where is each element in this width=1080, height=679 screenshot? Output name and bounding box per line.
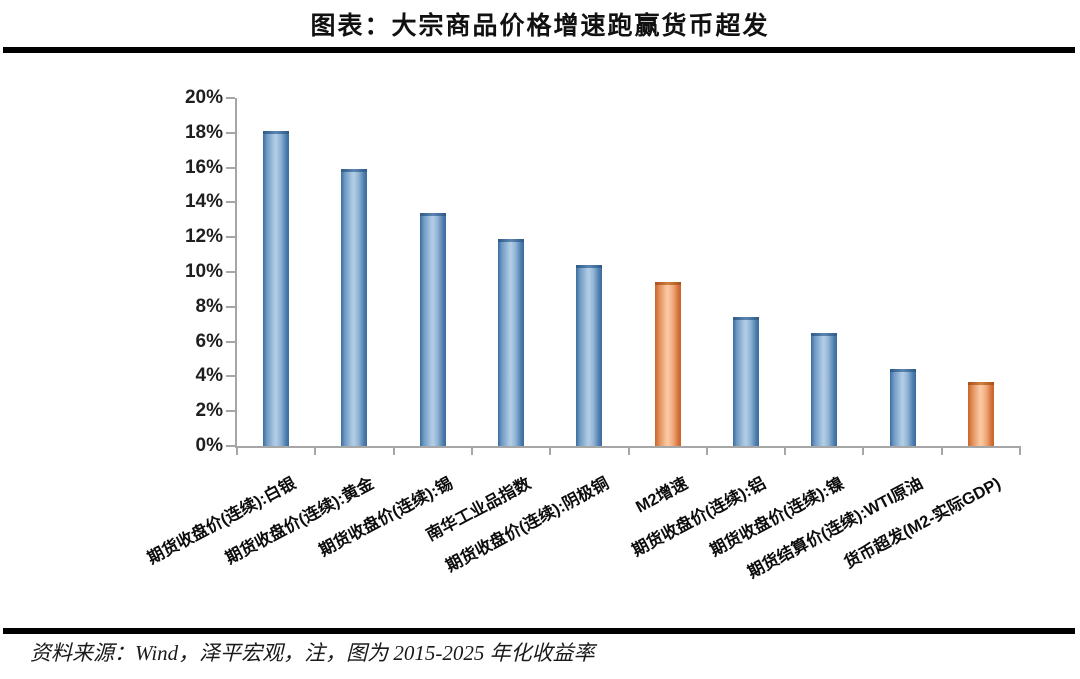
- x-axis-tick: [627, 446, 630, 455]
- y-axis-tick: [226, 236, 235, 239]
- y-axis-tick-label: 20%: [184, 87, 223, 108]
- x-axis-tick: [784, 446, 787, 455]
- y-axis-tick-label: 14%: [184, 191, 223, 213]
- x-axis-tick: [470, 446, 473, 455]
- x-axis-tick: [314, 446, 317, 455]
- y-axis-tick-label: 4%: [195, 365, 223, 387]
- y-axis-tick-label: 8%: [195, 295, 223, 317]
- y-axis-tick: [226, 166, 235, 169]
- bar-cap: [498, 238, 525, 242]
- y-axis-tick-label: 0%: [195, 435, 223, 456]
- y-axis-tick: [226, 410, 235, 413]
- bar: [732, 317, 759, 446]
- top-divider: [3, 47, 1075, 53]
- y-axis-tick: [226, 271, 235, 273]
- bar: [967, 381, 994, 446]
- y-axis-tick: [226, 201, 235, 204]
- y-axis-tick: [226, 445, 235, 447]
- bar: [654, 282, 681, 446]
- y-axis-tick-label: 12%: [184, 226, 223, 248]
- x-axis-tick: [392, 446, 395, 455]
- x-axis-tick: [862, 446, 865, 455]
- plot-area: 0% 2% 4% 6% 8% 10% 12% 14% 16% 18% 20%: [185, 87, 1021, 456]
- x-axis-tick: [236, 446, 238, 455]
- y-axis-tick: [226, 131, 235, 134]
- y-axis-tick-label: 18%: [184, 121, 223, 143]
- bar-cap: [576, 265, 603, 269]
- bar-cap: [263, 131, 290, 135]
- x-axis-tick: [1019, 446, 1021, 455]
- y-axis-tick: [226, 97, 235, 99]
- x-axis-tick: [705, 446, 708, 455]
- bar: [576, 265, 603, 446]
- bar: [419, 212, 446, 446]
- source-note: 资料来源：Wind，泽平宏观，注，图为 2015-2025 年化收益率: [30, 641, 595, 665]
- bar-cap: [341, 169, 368, 173]
- y-axis-tick-label: 16%: [184, 156, 223, 178]
- bar-cap: [654, 282, 681, 286]
- bar-cap: [889, 369, 916, 373]
- y-axis-tick: [226, 305, 235, 308]
- x-axis-tick: [549, 446, 552, 455]
- bar: [498, 238, 525, 446]
- bar: [811, 332, 838, 446]
- y-axis-tick-label: 10%: [184, 261, 223, 282]
- bar-cap: [967, 381, 994, 385]
- bar-cap: [811, 332, 838, 336]
- bar: [341, 169, 368, 446]
- y-axis-tick-label: 2%: [195, 400, 223, 422]
- chart-title: 图表：大宗商品价格增速跑赢货币超发: [310, 13, 770, 40]
- bar: [263, 131, 290, 446]
- y-axis-tick: [226, 375, 235, 378]
- x-axis-tick: [940, 446, 943, 455]
- bottom-divider: [3, 628, 1075, 634]
- y-axis-tick-label: 6%: [195, 330, 223, 352]
- bar-cap: [732, 317, 759, 321]
- bar-cap: [419, 212, 446, 216]
- y-axis-tick: [226, 340, 235, 343]
- bar: [889, 369, 916, 446]
